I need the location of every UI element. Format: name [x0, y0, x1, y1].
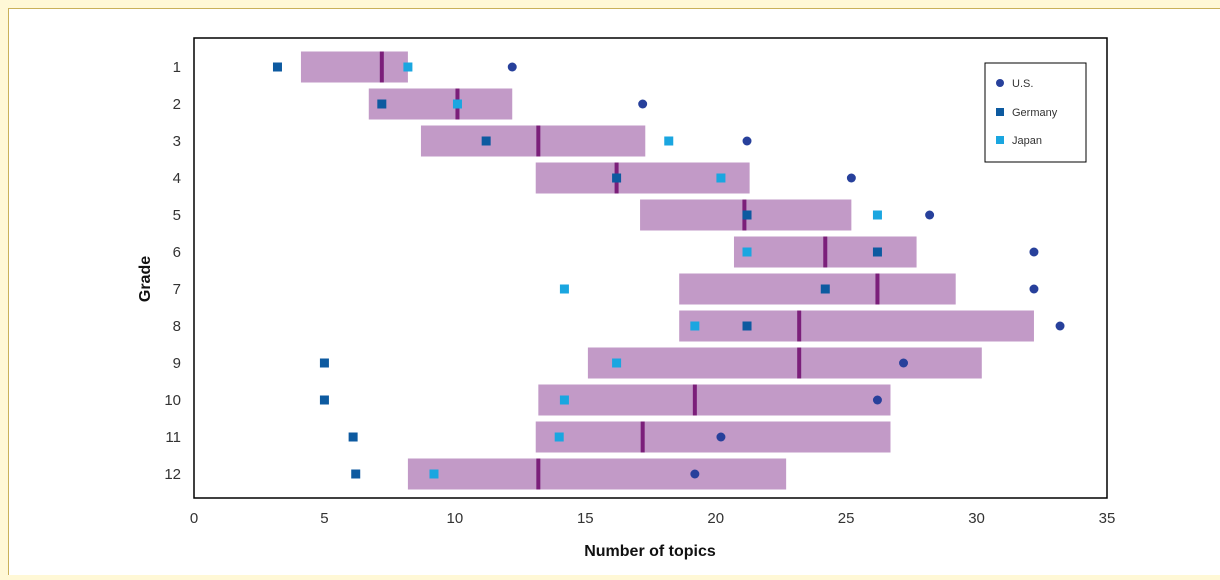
- range-bar-grade-7: [679, 273, 956, 305]
- range-bar-grade-1: [300, 51, 408, 83]
- range-bar-grade-4: [535, 162, 750, 194]
- median-mark-grade-3: [536, 125, 541, 157]
- japan-point-grade-8: [690, 321, 700, 331]
- germany-point-grade-8: [742, 321, 752, 331]
- plot-frame: [193, 37, 1108, 499]
- median-mark-grade-8: [797, 310, 802, 342]
- germany-point-grade-3: [481, 136, 491, 146]
- legend-japan-marker: [996, 136, 1004, 144]
- japan-point-grade-3: [664, 136, 674, 146]
- range-bar-grade-8: [679, 310, 1034, 342]
- y-tick-label-7: 7: [173, 281, 181, 298]
- x-tick-label-20: 20: [707, 510, 724, 527]
- x-tick-label-25: 25: [838, 510, 855, 527]
- us-point-grade-4: [846, 173, 856, 183]
- range-bar-grade-9: [587, 347, 982, 379]
- median-mark-grade-6: [823, 236, 828, 268]
- legend-germany-marker: [996, 108, 1004, 116]
- japan-point-grade-5: [872, 210, 882, 220]
- germany-point-grade-5: [742, 210, 752, 220]
- japan-point-grade-2: [452, 99, 462, 109]
- germany-point-grade-6: [872, 247, 882, 257]
- japan-point-grade-1: [403, 62, 413, 72]
- y-axis-title: Grade: [137, 256, 154, 302]
- median-mark-grade-7: [875, 273, 880, 305]
- y-tick-label-6: 6: [173, 244, 181, 261]
- germany-point-grade-10: [319, 395, 329, 405]
- median-mark-grade-10: [692, 384, 697, 416]
- median-mark-grade-11: [640, 421, 645, 453]
- y-tick-label-4: 4: [173, 170, 181, 187]
- x-tick-label-10: 10: [447, 510, 464, 527]
- x-tick-label-5: 5: [320, 510, 328, 527]
- us-point-grade-10: [872, 395, 882, 405]
- y-tick-label-11: 11: [165, 429, 181, 446]
- range-bar-grade-10: [538, 384, 891, 416]
- legend: U.S. Germany Japan: [984, 62, 1087, 163]
- germany-point-grade-2: [377, 99, 387, 109]
- y-tick-label-2: 2: [173, 96, 181, 113]
- x-tick-label-0: 0: [190, 510, 198, 527]
- range-bar-grade-12: [407, 458, 787, 490]
- us-point-grade-5: [925, 210, 935, 220]
- us-point-grade-9: [899, 358, 909, 368]
- japan-point-grade-7: [559, 284, 569, 294]
- us-point-grade-6: [1029, 247, 1039, 257]
- legend-germany-label: Germany: [1012, 107, 1058, 119]
- legend-us-label: U.S.: [1012, 78, 1033, 90]
- japan-point-grade-11: [554, 432, 564, 442]
- japan-point-grade-9: [612, 358, 622, 368]
- germany-point-grade-1: [272, 62, 282, 72]
- us-point-grade-8: [1055, 321, 1065, 331]
- japan-point-grade-6: [742, 247, 752, 257]
- range-bar-grade-11: [535, 421, 891, 453]
- x-tick-label-30: 30: [968, 510, 985, 527]
- legend-japan-label: Japan: [1012, 135, 1042, 147]
- legend-us-marker: [996, 79, 1004, 87]
- y-tick-label-8: 8: [173, 318, 181, 335]
- x-tick-labels: 0 5 10 15 20 25 30 35: [190, 510, 1116, 527]
- y-tick-label-10: 10: [164, 392, 181, 409]
- range-bar-grade-3: [420, 125, 646, 157]
- germany-point-grade-9: [319, 358, 329, 368]
- range-bar-grade-2: [368, 88, 513, 120]
- y-tick-label-3: 3: [173, 133, 181, 150]
- us-point-grade-7: [1029, 284, 1039, 294]
- y-tick-label-9: 9: [173, 355, 181, 372]
- germany-point-grade-7: [820, 284, 830, 294]
- germany-point-grade-4: [612, 173, 622, 183]
- us-point-grade-11: [716, 432, 726, 442]
- us-point-grade-2: [638, 99, 648, 109]
- chart-panel: 1 2 3 4 5 6 7 8 9 10 11 12 0 5 10 15 20 25 30 35 Number of…: [8, 8, 1220, 575]
- x-tick-label-15: 15: [577, 510, 594, 527]
- us-point-grade-12: [690, 469, 700, 479]
- y-tick-label-12: 12: [164, 466, 181, 483]
- country-points: [272, 62, 1065, 479]
- germany-point-grade-12: [351, 469, 361, 479]
- y-tick-label-1: 1: [173, 59, 181, 76]
- us-point-grade-3: [742, 136, 752, 146]
- x-axis-title: Number of topics: [584, 543, 716, 560]
- germany-point-grade-11: [348, 432, 358, 442]
- median-mark-grade-9: [797, 347, 802, 379]
- japan-point-grade-10: [559, 395, 569, 405]
- us-point-grade-1: [507, 62, 517, 72]
- median-mark-grade-1: [379, 51, 384, 83]
- x-tick-label-35: 35: [1099, 510, 1116, 527]
- japan-point-grade-4: [716, 173, 726, 183]
- range-bars: [300, 51, 1034, 490]
- median-mark-grade-12: [536, 458, 541, 490]
- y-tick-label-5: 5: [173, 207, 181, 224]
- japan-point-grade-12: [429, 469, 439, 479]
